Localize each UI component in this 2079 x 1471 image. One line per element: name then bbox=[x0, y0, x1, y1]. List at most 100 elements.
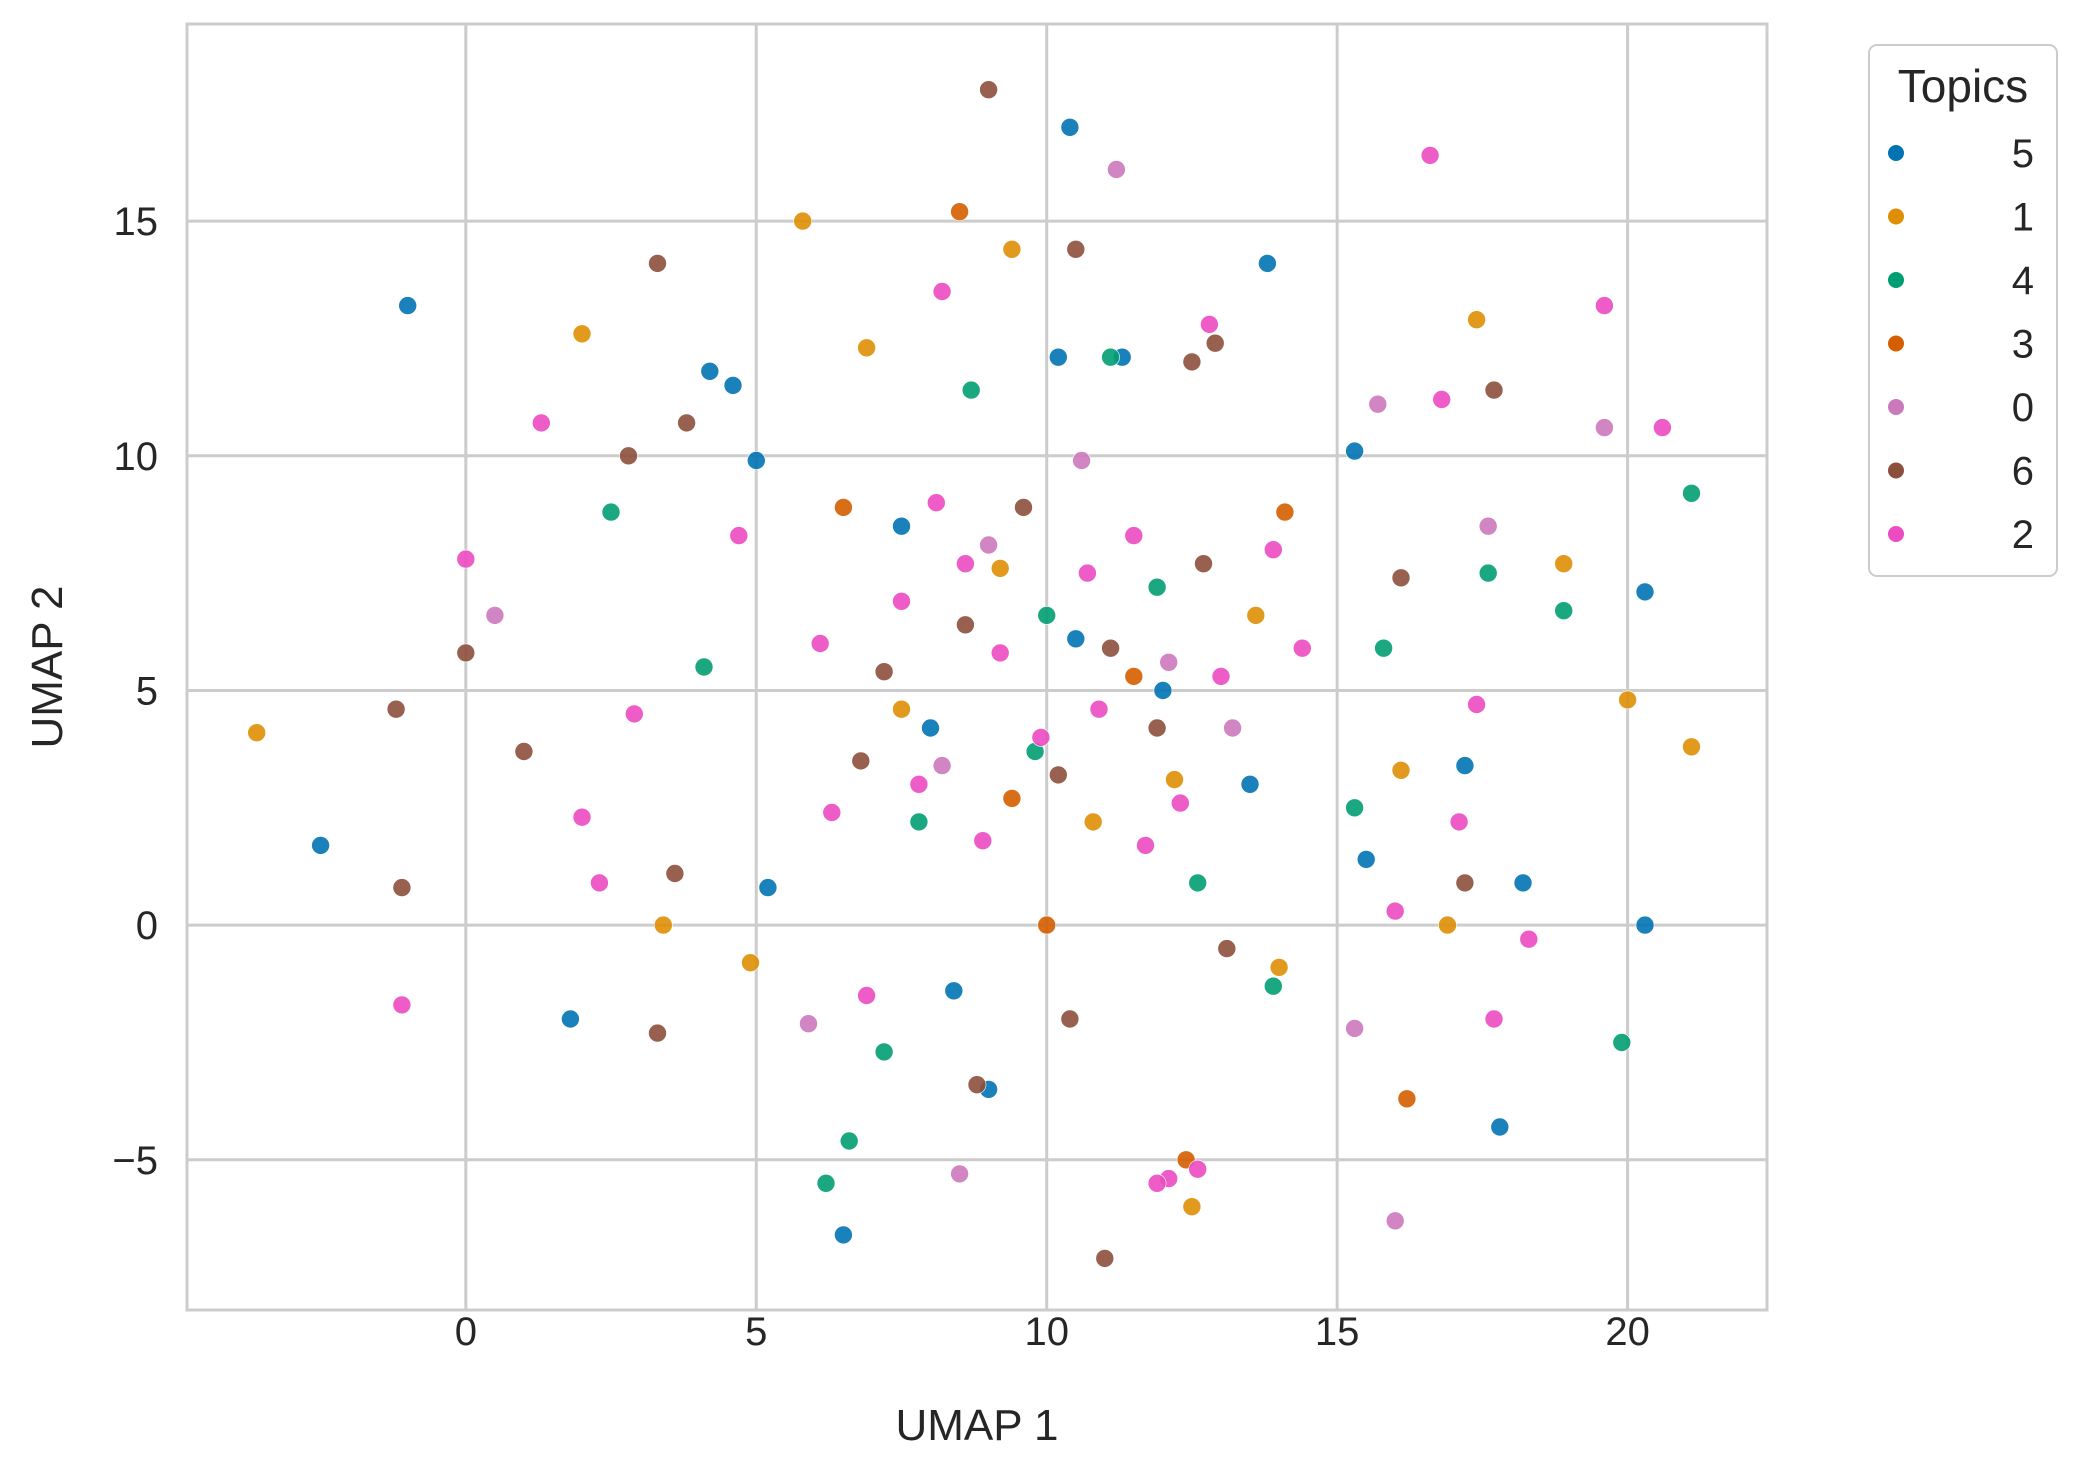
data-point bbox=[572, 324, 592, 344]
data-point bbox=[1455, 756, 1475, 775]
data-point bbox=[834, 498, 853, 517]
data-point bbox=[514, 742, 534, 761]
legend-label: 4 bbox=[2012, 259, 2034, 303]
data-point bbox=[1595, 418, 1614, 437]
y-tick-label: 10 bbox=[114, 435, 159, 479]
data-point bbox=[1385, 1211, 1405, 1231]
data-point bbox=[648, 254, 667, 273]
series-2 bbox=[392, 146, 1672, 1193]
x-tick-label: 10 bbox=[1024, 1310, 1069, 1354]
data-point bbox=[1519, 929, 1539, 949]
data-point bbox=[1635, 915, 1655, 935]
plot-background bbox=[187, 24, 1767, 1310]
data-point bbox=[1595, 296, 1614, 315]
data-point bbox=[1682, 737, 1701, 757]
data-point bbox=[723, 376, 743, 395]
data-point bbox=[1066, 240, 1086, 259]
legend-frame bbox=[1868, 44, 2058, 577]
data-point bbox=[932, 282, 952, 301]
legend-marker bbox=[1888, 335, 1904, 352]
grid bbox=[187, 24, 1767, 1310]
data-point bbox=[1432, 390, 1451, 409]
x-tick-label: 0 bbox=[455, 1310, 477, 1354]
legend-label: 1 bbox=[2012, 196, 2034, 240]
data-point bbox=[1484, 1009, 1504, 1029]
data-point bbox=[1211, 667, 1231, 686]
data-point bbox=[1182, 1197, 1202, 1216]
data-point bbox=[822, 803, 842, 822]
data-point bbox=[1554, 601, 1573, 621]
data-point bbox=[857, 986, 876, 1005]
data-point bbox=[1147, 1174, 1167, 1193]
x-tick-label: 5 bbox=[745, 1310, 767, 1354]
data-point bbox=[1194, 554, 1213, 574]
data-point bbox=[1014, 498, 1033, 517]
data-point bbox=[1467, 310, 1486, 330]
x-axis-label: UMAP 1 bbox=[895, 1401, 1058, 1450]
y-tick-label: 0 bbox=[136, 904, 158, 948]
data-point bbox=[561, 1009, 580, 1029]
legend: Topics 5 1 4 3 0 6 2 bbox=[1868, 44, 2058, 577]
data-point bbox=[1293, 638, 1312, 658]
data-point bbox=[979, 80, 998, 99]
data-point bbox=[1037, 606, 1056, 625]
data-point bbox=[892, 516, 911, 536]
data-point bbox=[1049, 765, 1068, 785]
data-point bbox=[1060, 1009, 1080, 1029]
data-point bbox=[961, 380, 981, 400]
data-point bbox=[758, 878, 778, 897]
data-point bbox=[1136, 836, 1155, 855]
data-point bbox=[1490, 1117, 1510, 1137]
data-point bbox=[1246, 606, 1266, 625]
legend-title: Topics bbox=[1898, 60, 2028, 112]
data-point bbox=[398, 296, 418, 315]
data-point bbox=[892, 699, 911, 719]
data-point bbox=[1205, 333, 1225, 353]
data-point bbox=[973, 831, 993, 851]
data-point bbox=[1391, 568, 1411, 588]
data-point bbox=[799, 1014, 818, 1034]
legend-marker bbox=[1888, 462, 1904, 479]
data-point bbox=[1374, 638, 1393, 658]
series-4 bbox=[601, 347, 1701, 1193]
data-point bbox=[990, 559, 1010, 578]
data-point bbox=[793, 211, 813, 231]
data-point bbox=[653, 915, 673, 935]
data-point bbox=[1653, 418, 1672, 437]
legend-entries: 5 1 4 3 0 6 2 bbox=[1888, 132, 2034, 557]
data-point bbox=[909, 812, 929, 832]
data-point bbox=[1107, 160, 1126, 179]
data-point bbox=[1264, 976, 1283, 996]
data-point bbox=[624, 704, 644, 724]
x-tick-labels: 0 5 10 15 20 bbox=[455, 1310, 1650, 1354]
data-point bbox=[1258, 254, 1277, 273]
y-tick-label: 5 bbox=[136, 669, 158, 713]
data-point bbox=[956, 554, 975, 574]
series-0 bbox=[485, 160, 1614, 1231]
data-point bbox=[1095, 1249, 1115, 1268]
data-point bbox=[694, 657, 714, 677]
data-point bbox=[729, 526, 749, 545]
legend-label: 3 bbox=[2012, 323, 2034, 367]
data-point bbox=[1083, 812, 1103, 832]
data-point bbox=[990, 643, 1010, 663]
data-point bbox=[950, 1164, 969, 1184]
data-point bbox=[1147, 577, 1167, 597]
data-point bbox=[932, 756, 952, 775]
data-point bbox=[456, 643, 476, 663]
data-point bbox=[746, 451, 766, 470]
data-point bbox=[892, 591, 911, 611]
data-point bbox=[1078, 563, 1097, 583]
data-point bbox=[1264, 540, 1283, 560]
y-tick-label: −5 bbox=[112, 1139, 158, 1183]
data-point bbox=[1478, 563, 1498, 583]
data-point bbox=[1397, 1089, 1417, 1109]
y-tick-labels: −5 0 5 10 15 bbox=[112, 200, 158, 1183]
data-point bbox=[857, 338, 876, 358]
data-point bbox=[456, 549, 476, 569]
data-point bbox=[1159, 652, 1178, 672]
data-point bbox=[834, 1225, 853, 1245]
data-point bbox=[1484, 380, 1504, 400]
data-point bbox=[1124, 526, 1144, 545]
